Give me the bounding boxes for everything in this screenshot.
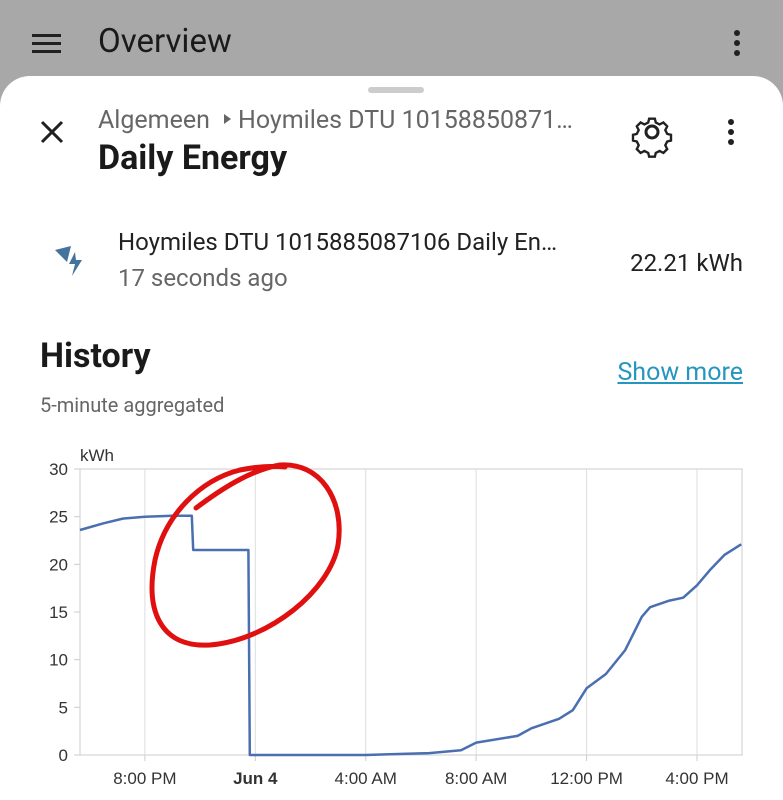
history-subtitle: 5-minute aggregated <box>40 393 225 417</box>
y-tick-label: 30 <box>49 460 68 479</box>
breadcrumb-device[interactable]: Hoymiles DTU 10158850871… <box>238 106 573 135</box>
x-tick-label: 12:00 PM <box>550 769 623 788</box>
entity-state: 22.21 kWh <box>630 249 743 277</box>
top-bar: Overview <box>0 0 783 80</box>
dialog-icons <box>40 114 734 158</box>
entity-icon <box>55 246 82 276</box>
dialog: Algemeen Hoymiles DTU 10158850871… Daily… <box>0 76 783 800</box>
y-tick-label: 15 <box>49 603 68 622</box>
entity-name: Hoymiles DTU 1015885087106 Daily En… <box>118 228 558 256</box>
show-more-link[interactable]: Show more <box>617 358 743 387</box>
x-tick-label: 8:00 AM <box>445 769 507 788</box>
x-tick-label: 4:00 AM <box>335 769 397 788</box>
close-button[interactable] <box>40 120 64 144</box>
x-tick-label: 8:00 PM <box>113 769 176 788</box>
y-tick-label: 0 <box>59 746 68 765</box>
menu-button[interactable] <box>32 34 61 53</box>
data-line <box>79 514 742 757</box>
y-tick-label: 10 <box>49 651 68 670</box>
dialog-overflow-button[interactable] <box>728 119 734 145</box>
x-tick-label: 4:00 PM <box>665 769 728 788</box>
dialog-title: Daily Energy <box>98 138 288 178</box>
entity-last-updated: 17 seconds ago <box>118 264 288 292</box>
x-tick-label: Jun 4 <box>233 769 278 788</box>
annotation-circle <box>149 462 342 648</box>
y-tick-label: 20 <box>49 555 68 574</box>
breadcrumb-area[interactable]: Algemeen <box>98 106 210 135</box>
top-bar-icons <box>32 30 740 56</box>
top-bar-title: Overview <box>98 22 232 61</box>
y-tick-label: 25 <box>49 508 68 527</box>
y-axis-label: kWh <box>80 446 114 465</box>
overflow-button[interactable] <box>734 30 740 56</box>
history-title: History <box>40 336 151 376</box>
drag-handle[interactable] <box>368 87 424 93</box>
breadcrumb-separator <box>224 114 231 124</box>
settings-button[interactable] <box>631 117 673 158</box>
y-tick-label: 5 <box>59 698 68 717</box>
